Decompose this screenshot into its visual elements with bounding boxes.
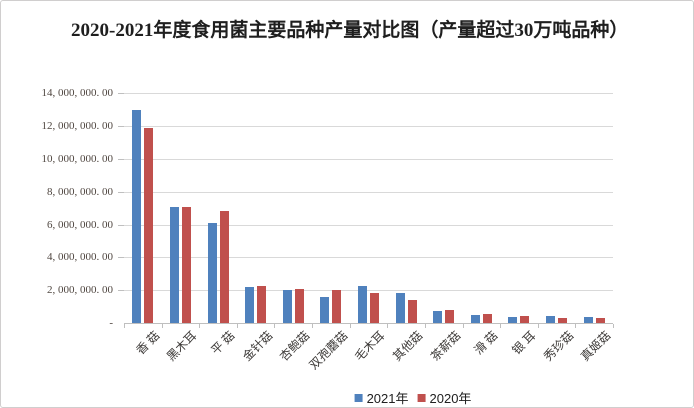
y-axis-tick bbox=[118, 93, 124, 95]
y-axis-label: 4, 000, 000. 00 bbox=[47, 251, 113, 264]
bar-2021年-滑菇 bbox=[470, 315, 480, 323]
x-axis-tick bbox=[613, 324, 614, 328]
x-axis-label: 银 耳 bbox=[509, 328, 539, 358]
bar-2020年-双孢蘑菇 bbox=[332, 290, 342, 323]
bar-2021年-平菇 bbox=[207, 223, 217, 323]
x-axis-tick bbox=[274, 324, 276, 328]
x-axis-label: 香 菇 bbox=[133, 328, 163, 358]
x-axis-tick bbox=[312, 324, 314, 328]
legend-label-2020: 2020年 bbox=[429, 391, 472, 406]
y-axis-tick bbox=[118, 224, 124, 226]
legend: 2021年 2020年 bbox=[354, 388, 472, 407]
chart-title: 2020-2021年度食用菌主要品种产量对比图（产量超过30万吨品种） bbox=[71, 20, 629, 41]
x-axis-tick bbox=[500, 324, 502, 328]
gridline bbox=[124, 257, 613, 259]
bar-2020年-真姬菇 bbox=[595, 318, 605, 323]
x-axis-label: 黑木耳 bbox=[164, 328, 200, 364]
y-axis-label: 8, 000, 000. 00 bbox=[47, 185, 113, 198]
bar-2021年-杏鲍菇 bbox=[282, 290, 292, 323]
x-axis-label: 真姬菇 bbox=[578, 328, 614, 364]
bar-2020年-香菇 bbox=[144, 128, 154, 323]
bar-2020年-秀珍菇 bbox=[558, 318, 568, 323]
bar-2020年-黑木耳 bbox=[181, 207, 191, 323]
x-axis-tick bbox=[575, 324, 577, 328]
x-axis-tick bbox=[349, 324, 351, 328]
y-axis-label: - bbox=[109, 317, 113, 329]
bar-2021年-双孢蘑菇 bbox=[320, 297, 330, 323]
y-axis-label: 2, 000, 000. 00 bbox=[47, 284, 113, 297]
y-axis-label: 10, 000, 000. 00 bbox=[41, 153, 114, 165]
x-axis-label: 茶薪菇 bbox=[427, 328, 464, 364]
x-axis-tick bbox=[236, 324, 238, 328]
gridline bbox=[124, 290, 613, 292]
bar-2020年-金针菇 bbox=[257, 286, 267, 323]
bar-2020年-毛木耳 bbox=[370, 293, 379, 323]
bar-2021年-毛木耳 bbox=[358, 286, 367, 323]
x-axis-tick bbox=[199, 324, 201, 328]
bar-2021年-香菇 bbox=[132, 110, 142, 323]
gridline bbox=[124, 191, 613, 193]
x-axis-label: 平 菇 bbox=[208, 328, 238, 358]
x-axis-label: 其他菇 bbox=[390, 328, 426, 364]
bar-2020年-其他菇 bbox=[407, 300, 417, 323]
x-axis-tick bbox=[387, 324, 389, 328]
x-axis-label: 秀珍菇 bbox=[540, 328, 576, 364]
legend-item-2020: 2020年 bbox=[417, 388, 472, 407]
x-axis-tick bbox=[124, 324, 125, 328]
x-axis-line bbox=[124, 323, 613, 324]
bar-2021年-其他菇 bbox=[395, 293, 405, 323]
gridline bbox=[124, 93, 613, 95]
gridline bbox=[124, 126, 613, 128]
bar-2020年-茶薪菇 bbox=[445, 310, 455, 323]
y-axis-label: 14, 000, 000. 00 bbox=[41, 87, 114, 100]
y-axis-tick bbox=[118, 159, 124, 160]
y-axis-tick bbox=[118, 257, 124, 259]
bar-2021年-黑木耳 bbox=[169, 207, 179, 323]
bar-2021年-真姬菇 bbox=[583, 317, 593, 323]
gridline bbox=[124, 159, 613, 160]
legend-item-2021: 2021年 bbox=[354, 388, 409, 407]
gridline bbox=[124, 224, 613, 226]
bar-2020年-银耳 bbox=[520, 316, 530, 323]
bar-2021年-秀珍菇 bbox=[546, 316, 556, 323]
y-axis-tick bbox=[118, 126, 124, 128]
x-axis-tick bbox=[161, 324, 163, 328]
x-axis-label: 毛木耳 bbox=[352, 328, 388, 364]
bar-2020年-滑菇 bbox=[482, 314, 492, 323]
y-axis-tick bbox=[118, 191, 124, 193]
bar-2020年-平菇 bbox=[219, 211, 229, 323]
bar-2021年-银耳 bbox=[508, 317, 518, 323]
bar-2020年-杏鲍菇 bbox=[294, 289, 304, 323]
x-axis-label: 滑 菇 bbox=[471, 328, 501, 358]
x-axis-tick bbox=[537, 324, 539, 328]
y-axis-label: 6, 000, 000. 00 bbox=[47, 218, 113, 231]
legend-swatch-2020 bbox=[417, 393, 426, 402]
bar-2021年-金针菇 bbox=[245, 287, 255, 323]
x-axis-tick bbox=[424, 324, 426, 328]
legend-label-2021: 2021年 bbox=[366, 391, 409, 406]
x-axis-tick bbox=[462, 324, 464, 328]
legend-swatch-2021 bbox=[354, 393, 363, 402]
y-axis-tick bbox=[118, 290, 124, 292]
bar-2021年-茶薪菇 bbox=[433, 311, 443, 323]
x-axis-label: 双孢蘑菇 bbox=[306, 328, 351, 373]
y-axis-label: 12, 000, 000. 00 bbox=[41, 120, 114, 133]
x-axis-label: 金针菇 bbox=[239, 328, 275, 364]
